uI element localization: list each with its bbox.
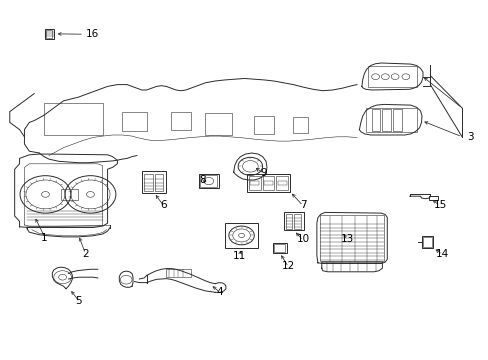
Text: 7: 7 (299, 200, 306, 210)
Bar (277, 181, 286, 185)
Bar (367, 66, 416, 87)
Bar (246, 174, 289, 192)
Bar (392, 109, 401, 131)
Text: 12: 12 (281, 261, 295, 271)
Bar (200, 175, 217, 187)
Bar (205, 113, 232, 135)
Bar (421, 236, 432, 248)
Text: 15: 15 (432, 200, 446, 210)
Text: 1: 1 (41, 233, 47, 243)
Text: 10: 10 (296, 234, 309, 244)
Bar (61, 189, 78, 200)
Bar (254, 116, 273, 134)
Bar (264, 181, 272, 185)
Bar (46, 30, 52, 38)
Bar (224, 223, 258, 248)
Bar (365, 108, 416, 132)
Bar (428, 196, 437, 200)
Bar (166, 269, 190, 277)
Bar (171, 112, 190, 130)
Bar (293, 117, 307, 133)
Text: 6: 6 (160, 200, 167, 210)
Text: 11: 11 (232, 251, 246, 261)
Text: 14: 14 (435, 249, 448, 259)
Text: 13: 13 (340, 234, 353, 244)
Bar (285, 214, 292, 229)
Bar (283, 212, 304, 230)
Bar (262, 176, 274, 190)
Bar (248, 176, 260, 190)
Text: 16: 16 (85, 29, 99, 39)
Bar (44, 103, 102, 135)
Bar (371, 109, 380, 131)
Text: 2: 2 (82, 249, 89, 259)
Bar (45, 29, 54, 39)
Bar (274, 244, 285, 252)
Bar (276, 176, 287, 190)
Bar (122, 112, 146, 131)
Text: 5: 5 (75, 296, 81, 306)
Bar (422, 237, 431, 247)
Bar (142, 171, 166, 193)
Bar (250, 181, 259, 185)
Text: 8: 8 (199, 175, 206, 185)
Text: 3: 3 (466, 132, 473, 142)
Bar (382, 109, 390, 131)
Bar (294, 214, 301, 229)
Bar (272, 243, 286, 253)
Bar (154, 174, 163, 191)
Text: 9: 9 (260, 168, 267, 178)
Bar (199, 174, 218, 188)
Bar (143, 174, 152, 191)
Bar (320, 215, 383, 261)
Text: 4: 4 (216, 287, 223, 297)
